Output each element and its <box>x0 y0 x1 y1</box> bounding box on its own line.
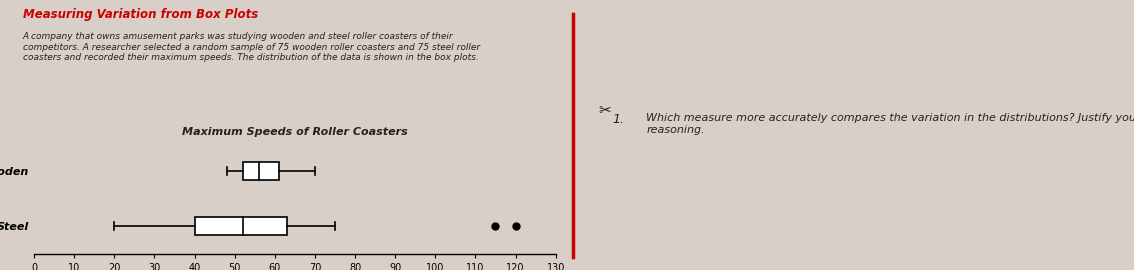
Text: ✂: ✂ <box>599 103 611 118</box>
Text: Measuring Variation from Box Plots: Measuring Variation from Box Plots <box>23 8 257 21</box>
Bar <box>243 162 279 180</box>
Text: Which measure more accurately compares the variation in the distributions? Justi: Which measure more accurately compares t… <box>646 113 1134 135</box>
Text: 1.: 1. <box>612 113 625 126</box>
Bar <box>195 217 287 235</box>
Text: Maximum Speeds of Roller Coasters: Maximum Speeds of Roller Coasters <box>181 127 408 137</box>
Text: A company that owns amusement parks was studying wooden and steel roller coaster: A company that owns amusement parks was … <box>23 32 480 62</box>
